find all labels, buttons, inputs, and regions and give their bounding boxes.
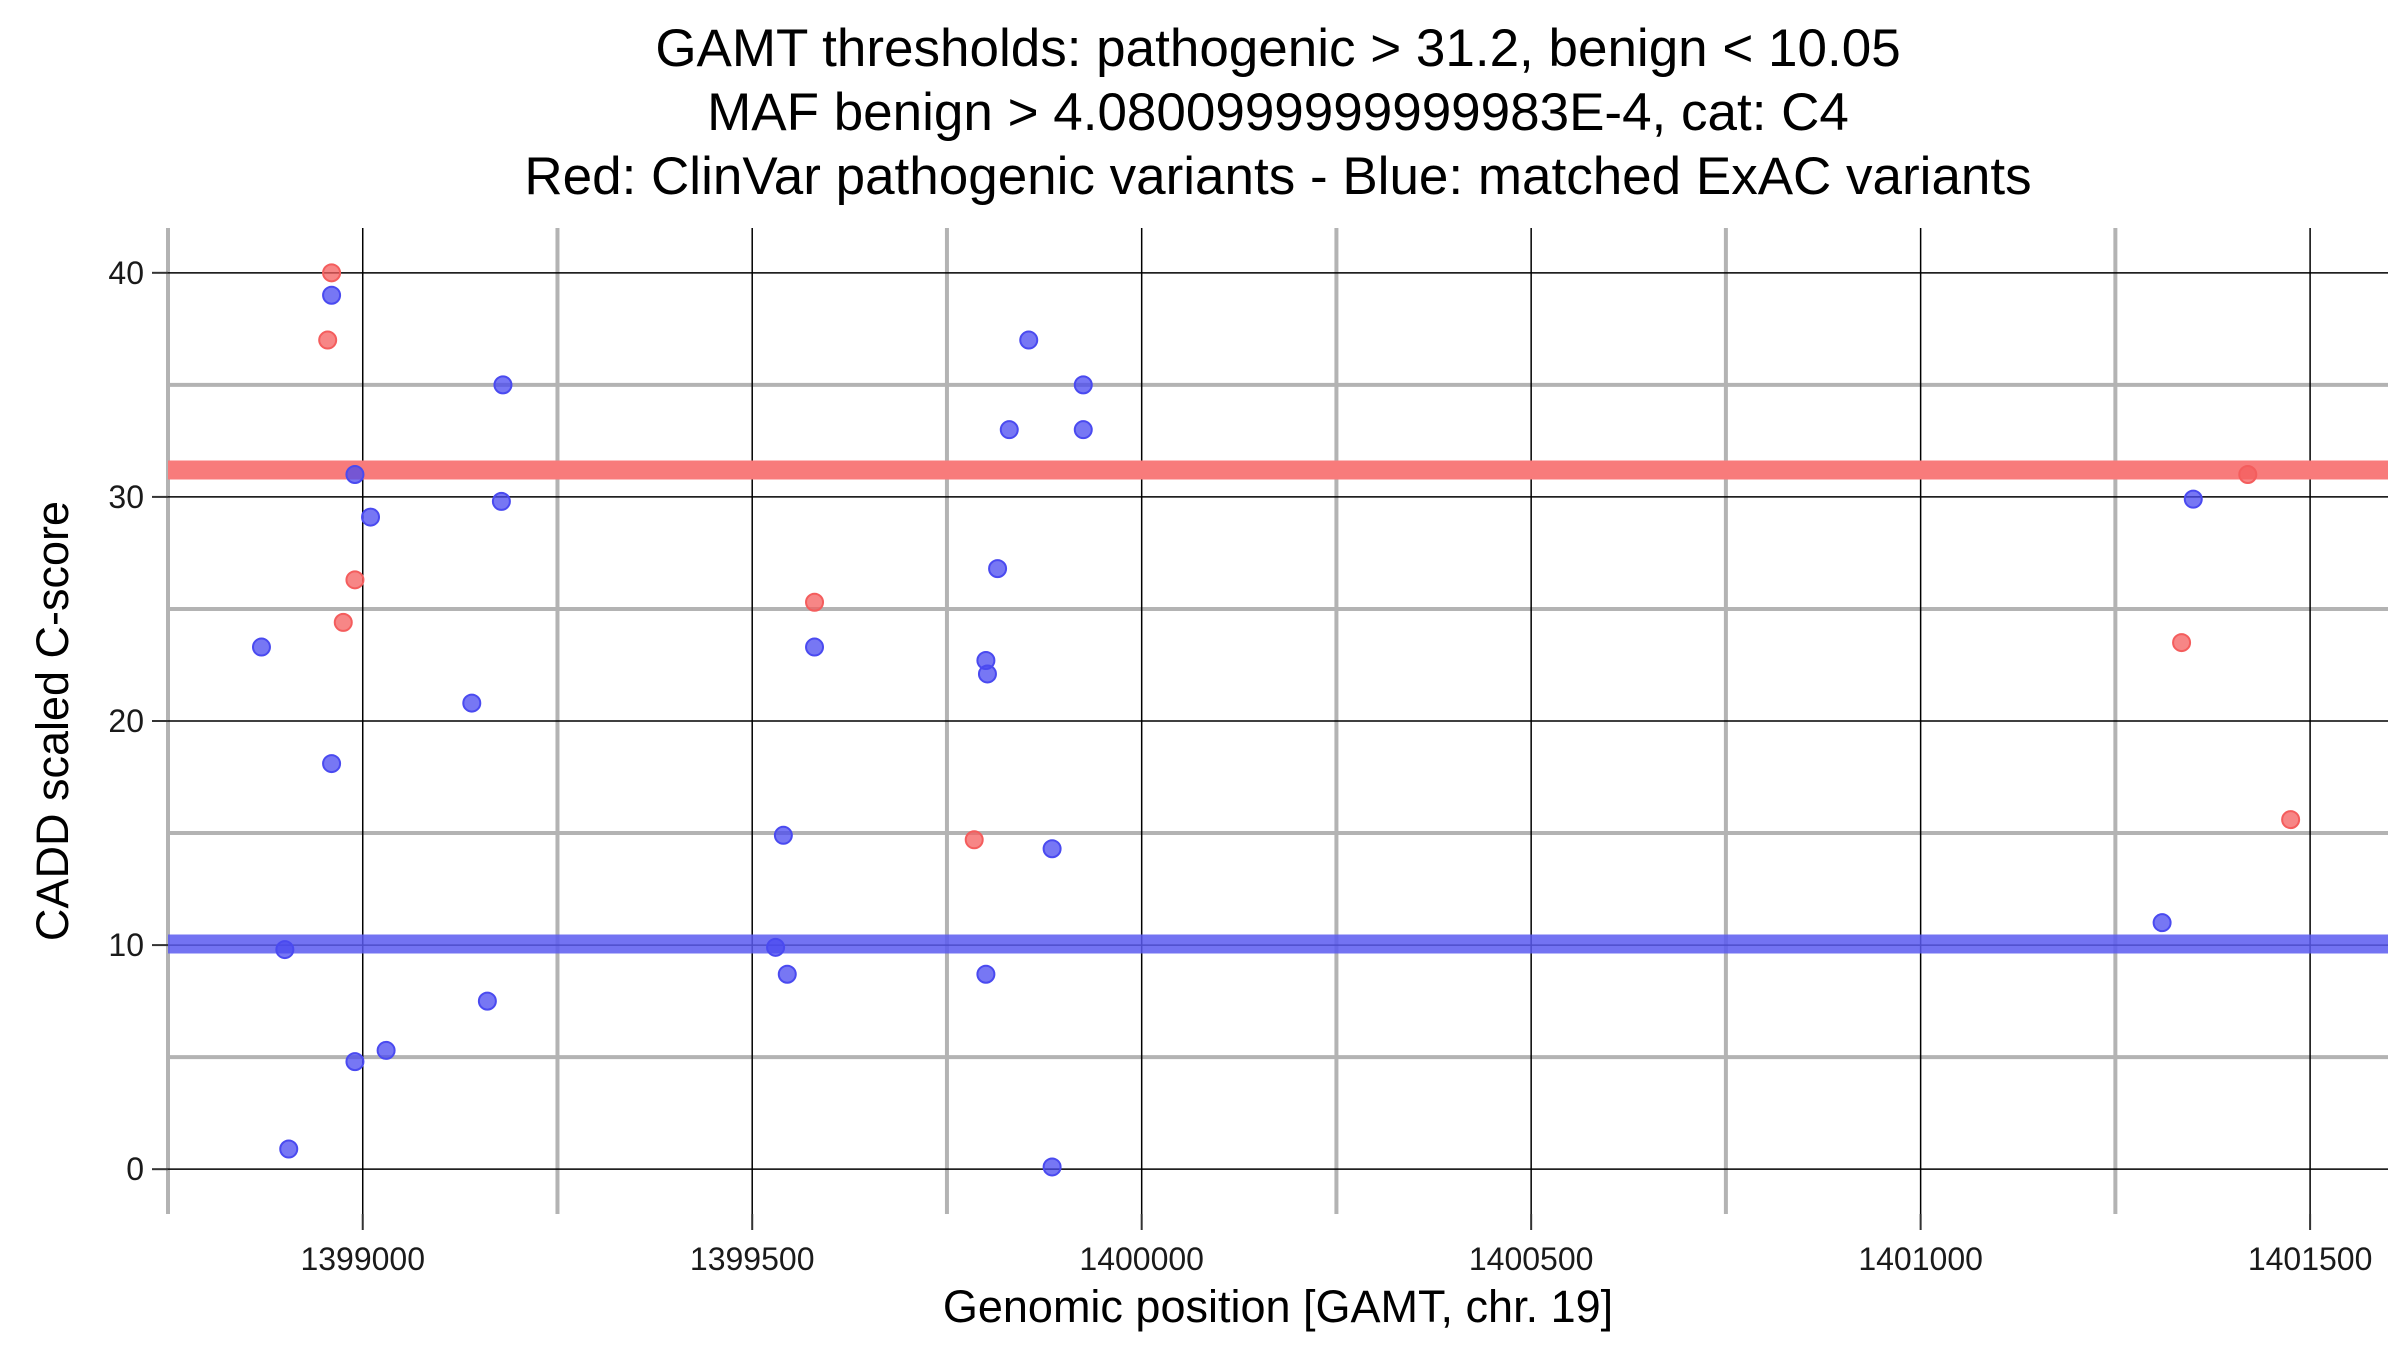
benign-point: [491, 491, 511, 511]
benign-point: [376, 1040, 396, 1060]
benign-point: [1019, 330, 1039, 350]
chart-title-line: GAMT thresholds: pathogenic > 31.2, beni…: [655, 19, 1900, 78]
benign-point: [766, 937, 786, 957]
chart-title-line: Red: ClinVar pathogenic variants - Blue:…: [524, 147, 2031, 206]
y-tick-label: 0: [126, 1151, 144, 1187]
benign-point: [777, 964, 797, 984]
benign-point: [275, 940, 295, 960]
benign-point: [322, 754, 342, 774]
y-axis-title: CADD scaled C-score: [27, 501, 78, 941]
benign-point: [251, 637, 271, 657]
benign-point: [999, 420, 1019, 440]
x-tick-label: 1401000: [1858, 1241, 1983, 1277]
x-tick-label: 1400000: [1079, 1241, 1204, 1277]
threshold-lines: [168, 460, 2388, 954]
data-points: [251, 263, 2301, 1177]
pathogenic-point: [2238, 465, 2258, 484]
y-tick-label: 10: [108, 927, 144, 963]
pathogenic-point: [964, 830, 984, 850]
x-tick-label: 1401500: [2248, 1241, 2373, 1277]
pathogenic-point: [322, 263, 342, 283]
y-tick-label: 20: [108, 703, 144, 739]
chart-title: GAMT thresholds: pathogenic > 31.2, beni…: [524, 19, 2031, 206]
benign-point: [988, 559, 1008, 579]
benign-point: [1073, 375, 1093, 395]
y-tick-label: 40: [108, 255, 144, 291]
x-tick-label: 1400500: [1469, 1241, 1594, 1277]
benign-point: [322, 285, 342, 305]
benign-point: [345, 465, 365, 484]
benign-point: [493, 375, 513, 395]
pathogenic-point: [805, 592, 825, 612]
benign-point: [477, 991, 497, 1011]
x-axis-title: Genomic position [GAMT, chr. 19]: [943, 1281, 1613, 1332]
benign-point: [976, 964, 996, 984]
axis-ticks: 0 10 20 30 40 1399000 1399500 1400000 1400500 140…: [108, 255, 2372, 1277]
pathogenic-point: [345, 570, 365, 590]
pathogenic-point: [2172, 633, 2192, 653]
benign-point: [1073, 420, 1093, 440]
y-tick-label: 30: [108, 479, 144, 515]
benign-point: [361, 507, 381, 527]
x-tick-label: 1399000: [300, 1241, 425, 1277]
benign-point: [773, 825, 793, 845]
pathogenic-point: [2281, 810, 2301, 830]
benign-point: [345, 1052, 365, 1072]
chart-title-line: MAF benign > 4.0800999999999983E-4, cat:…: [707, 83, 1849, 142]
benign-point: [1042, 839, 1062, 859]
benign-point: [462, 693, 482, 713]
benign-point: [279, 1139, 299, 1159]
benign-point: [977, 664, 997, 684]
benign-point: [805, 637, 825, 657]
benign-point: [2152, 913, 2172, 933]
pathogenic-point: [333, 612, 353, 632]
benign-point: [1042, 1157, 1062, 1177]
x-tick-label: 1399500: [690, 1241, 815, 1277]
pathogenic-point: [318, 330, 338, 350]
benign-point: [2183, 489, 2203, 509]
